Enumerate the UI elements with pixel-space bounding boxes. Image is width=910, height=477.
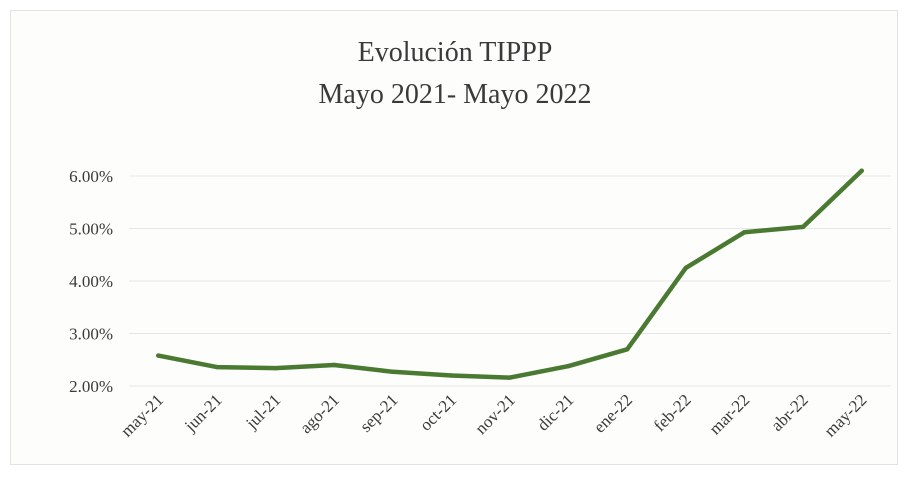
- data-point: [507, 375, 513, 380]
- y-tick-label: 3.00%: [69, 325, 113, 344]
- y-tick-label: 5.00%: [69, 220, 113, 239]
- data-point: [449, 373, 454, 378]
- data-point: [683, 265, 689, 271]
- y-tick-label: 2.00%: [69, 377, 113, 396]
- x-tick-label: jul-21: [242, 390, 285, 433]
- data-point: [742, 229, 747, 235]
- x-tick-label: may-22: [820, 390, 870, 440]
- x-tick-label: may-21: [117, 390, 167, 440]
- data-point: [214, 364, 220, 370]
- x-tick-label: mar-22: [705, 390, 753, 438]
- series-line: [156, 168, 864, 380]
- x-tick-label: nov-21: [471, 390, 518, 437]
- x-tick-label: feb-22: [650, 390, 695, 435]
- data-point: [566, 363, 571, 369]
- x-tick-label: oct-21: [416, 390, 460, 434]
- x-tick-label: sep-21: [356, 390, 401, 435]
- x-tick-label: abr-22: [767, 390, 812, 435]
- data-point: [156, 353, 161, 358]
- x-axis-ticks: may-21 jun-21 jul-21 ago-21 sep-21 oct-21 nov-…: [117, 390, 871, 440]
- data-point: [625, 347, 630, 352]
- chart-title: Evolución TIPPP: [358, 37, 553, 68]
- chart-subtitle: Mayo 2021- Mayo 2022: [319, 79, 592, 110]
- chart-frame: Evolución TIPPP Mayo 2021- Mayo 2022 2.0…: [10, 10, 898, 465]
- data-point: [859, 168, 864, 173]
- y-axis-ticks: 2.00% 3.00% 4.00% 5.00% 6.00%: [69, 167, 113, 396]
- gridlines: [129, 175, 891, 387]
- data-point: [390, 369, 395, 375]
- data-point: [273, 365, 278, 371]
- y-tick-label: 6.00%: [69, 167, 113, 186]
- x-tick-label: ene-22: [590, 390, 636, 436]
- x-tick-label: ago-21: [296, 390, 343, 437]
- x-tick-label: dic-21: [533, 390, 577, 434]
- y-tick-label: 4.00%: [69, 272, 113, 291]
- data-point: [331, 362, 337, 368]
- line-chart: Evolución TIPPP Mayo 2021- Mayo 2022 2.0…: [69, 37, 891, 441]
- series-layer: [156, 168, 864, 380]
- data-point: [800, 224, 806, 230]
- x-tick-label: jun-21: [180, 390, 226, 436]
